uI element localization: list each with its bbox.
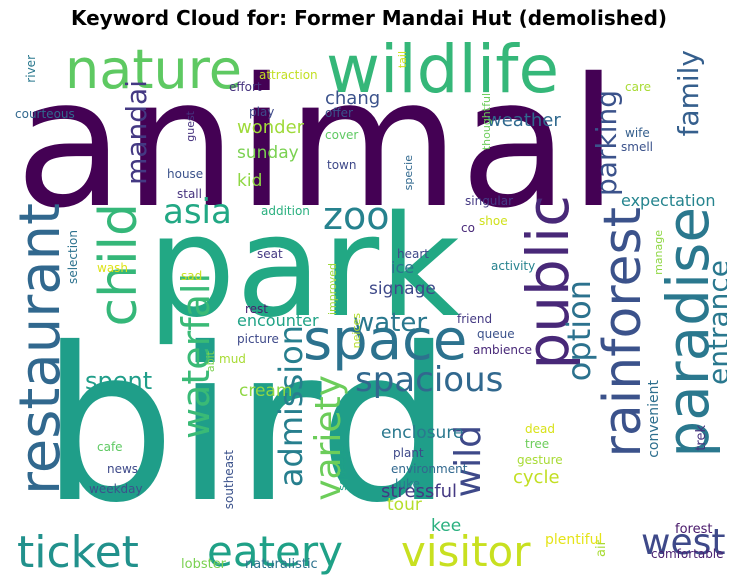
- cloud-word-forest: forest: [675, 522, 713, 537]
- cloud-word-family: family: [672, 50, 705, 137]
- cloud-word-cream: cream: [239, 381, 293, 401]
- cloud-word-luke: luke: [395, 477, 420, 491]
- cloud-word-signage: signage: [369, 279, 436, 299]
- cloud-word-west: west: [641, 522, 726, 563]
- cloud-word-spacious: spacious: [355, 360, 504, 400]
- cloud-word-tree: tree: [525, 437, 550, 451]
- cloud-word-eatery: eatery: [207, 527, 344, 576]
- cloud-word-sunday: sunday: [237, 143, 299, 163]
- cloud-word-abit: abit: [204, 351, 217, 373]
- cloud-word-thoughtful: thoughtful: [480, 93, 493, 151]
- cloud-word-tail: tail: [396, 51, 409, 69]
- cloud-word-comfortable: comfortable: [651, 547, 724, 561]
- cloud-word-squeeze: squeeze: [336, 445, 349, 491]
- cloud-word-air: air: [594, 540, 609, 557]
- cloud-word-stall: stall: [177, 187, 202, 201]
- cloud-word-option: option: [560, 280, 598, 382]
- cloud-word-manage: manage: [652, 230, 665, 275]
- cloud-word-kee: kee: [431, 516, 462, 536]
- cloud-word-neices: neices: [350, 313, 363, 349]
- cloud-word-town: town: [327, 158, 357, 172]
- cloud-word-river: river: [24, 55, 38, 83]
- cloud-word-wash: wash: [97, 261, 129, 275]
- cloud-word-kid: kid: [237, 171, 263, 191]
- cloud-word-water: water: [353, 308, 428, 338]
- cloud-word-shoe: shoe: [479, 214, 508, 228]
- cloud-word-naturalistic: naturalistic: [245, 557, 318, 572]
- cloud-word-news: news: [107, 462, 139, 476]
- cloud-word-ticket: ticket: [17, 527, 139, 576]
- cloud-word-space: space: [303, 308, 468, 373]
- cloud-word-offer: offer: [325, 106, 353, 120]
- cloud-word-visitor: visitor: [401, 527, 531, 576]
- cloud-word-parking: parking: [590, 90, 623, 196]
- cloud-word-expectation: expectation: [621, 191, 716, 210]
- cloud-word-specie: specie: [402, 155, 415, 191]
- cloud-word-gesture: gesture: [517, 453, 563, 467]
- cloud-word-house: house: [167, 167, 204, 181]
- cloud-word-selection: selection: [66, 230, 80, 284]
- cloud-word-lobster: lobster: [181, 557, 227, 572]
- cloud-word-weather: weather: [487, 110, 561, 131]
- cloud-word-nature: nature: [65, 38, 242, 101]
- cloud-word-addition: addition: [261, 204, 310, 218]
- cloud-word-rainforest: rainforest: [593, 207, 653, 458]
- cloud-word-courteous: courteous: [15, 107, 75, 121]
- cloud-word-care: care: [625, 80, 652, 94]
- cloud-word-convenient: convenient: [646, 380, 662, 458]
- cloud-word-wonder: wonder: [237, 117, 305, 138]
- cloud-word-cafe: cafe: [97, 440, 123, 454]
- cloud-word-southeast: southeast: [222, 450, 236, 510]
- word-cloud: animal park bird wildlife nature restaurant pa…: [11, 35, 727, 576]
- cloud-word-attraction: attraction: [259, 68, 318, 82]
- cloud-word-mud: mud: [219, 352, 246, 366]
- cloud-word-heart: heart: [397, 247, 429, 261]
- cloud-word-activity: activity: [491, 259, 536, 273]
- chart-title: Keyword Cloud for: Former Mandai Hut (de…: [70, 6, 668, 30]
- cloud-word-plentiful: plentiful: [545, 532, 603, 548]
- cloud-word-enclosure: enclosure: [381, 423, 464, 443]
- cloud-word-trek: trek: [694, 425, 709, 451]
- cloud-word-weekday: weekday: [89, 482, 143, 496]
- cloud-word-plant: plant: [393, 446, 424, 460]
- cloud-word-improved: improved: [326, 263, 339, 316]
- cloud-word-admission: admission: [272, 325, 310, 488]
- cloud-word-play: play: [249, 105, 275, 119]
- cloud-word-encounter: encounter: [237, 311, 319, 330]
- cloud-word-queue: queue: [477, 327, 515, 341]
- cloud-word-seat: seat: [257, 247, 283, 261]
- cloud-word-animal: animal: [15, 40, 619, 247]
- cloud-word-mandai: mandai: [120, 80, 153, 185]
- cloud-word-restaurant: restaurant: [11, 203, 73, 495]
- cloud-word-wildlife: wildlife: [326, 35, 560, 108]
- cloud-word-singular: singular: [465, 194, 514, 208]
- cloud-word-picture: picture: [237, 332, 279, 346]
- cloud-word-dead: dead: [525, 422, 555, 436]
- cloud-word-ice: ice: [391, 258, 415, 277]
- cloud-word-smell: smell: [621, 140, 653, 154]
- cloud-word-guest: guest: [184, 111, 197, 142]
- cloud-word-cycle: cycle: [513, 467, 560, 488]
- cloud-word-park: park: [147, 186, 461, 349]
- cloud-word-tour: tour: [387, 495, 422, 515]
- cloud-word-cover: cover: [325, 128, 359, 142]
- cloud-word-stressful: stressful: [381, 481, 458, 502]
- cloud-word-bird: bird: [41, 302, 453, 549]
- cloud-word-sad: sad: [181, 269, 203, 283]
- cloud-word-chang: chang: [325, 88, 381, 109]
- cloud-word-wife: wife: [625, 126, 650, 140]
- cloud-word-environment: environment: [391, 462, 468, 476]
- cloud-word-co: co: [461, 221, 475, 235]
- cloud-word-spent: spent: [85, 367, 153, 395]
- cloud-word-friend: friend: [457, 312, 493, 326]
- cloud-word-asia: asia: [163, 192, 232, 232]
- cloud-word-ambience: ambience: [473, 343, 532, 357]
- cloud-word-rest: rest: [245, 302, 269, 316]
- cloud-word-entrance: entrance: [702, 260, 727, 385]
- cloud-word-effort: effort: [229, 80, 262, 94]
- cloud-word-zoo: zoo: [323, 194, 390, 238]
